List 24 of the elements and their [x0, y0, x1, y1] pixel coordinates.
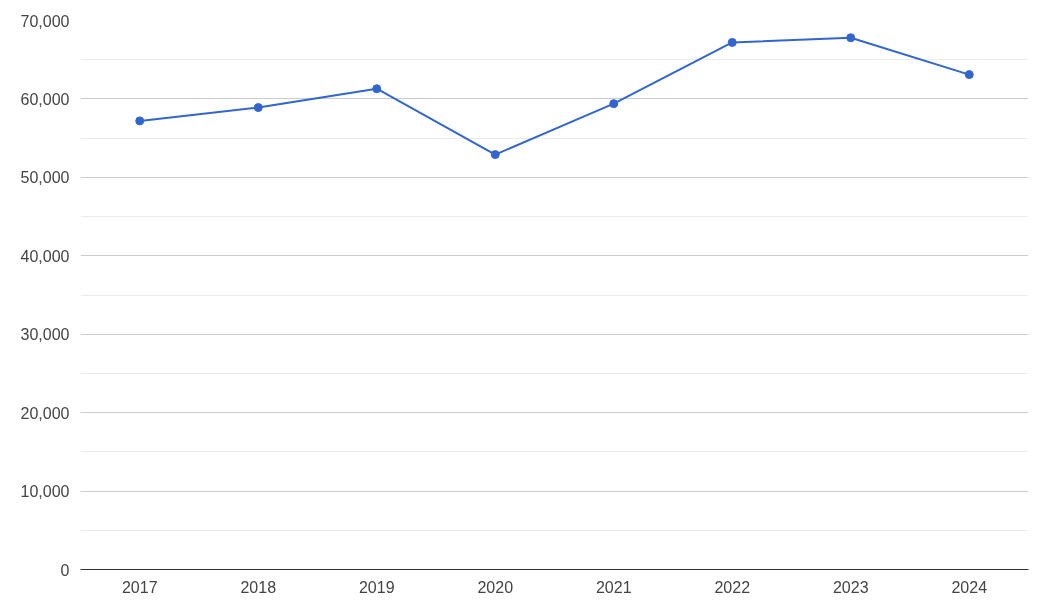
point	[727, 37, 737, 47]
x-tick-label: 2023	[832, 578, 869, 596]
point	[372, 84, 382, 94]
x-tick-label: 2021	[595, 578, 632, 596]
x-tick-label: 2020	[477, 578, 514, 596]
point	[846, 33, 856, 43]
y-tick-label: 0	[60, 561, 70, 579]
point	[490, 150, 500, 160]
x-tick-label: 2022	[714, 578, 751, 596]
point	[135, 116, 145, 126]
y-tick-label: 30,000	[20, 326, 70, 344]
y-tick-label: 70,000	[20, 12, 70, 30]
y-tick-label: 20,000	[20, 404, 70, 422]
y-tick-label: 10,000	[20, 483, 70, 501]
y-tick-label: 40,000	[20, 247, 70, 265]
x-tick-label: 2019	[358, 578, 395, 596]
point	[609, 99, 619, 109]
point	[964, 70, 974, 80]
x-tick-label: 2017	[121, 578, 158, 596]
y-tick-label: 50,000	[20, 169, 70, 187]
x-tick-label: 2024	[951, 578, 988, 596]
x-tick-label: 2018	[240, 578, 277, 596]
y-tick-label: 60,000	[20, 90, 70, 108]
point	[253, 103, 263, 113]
